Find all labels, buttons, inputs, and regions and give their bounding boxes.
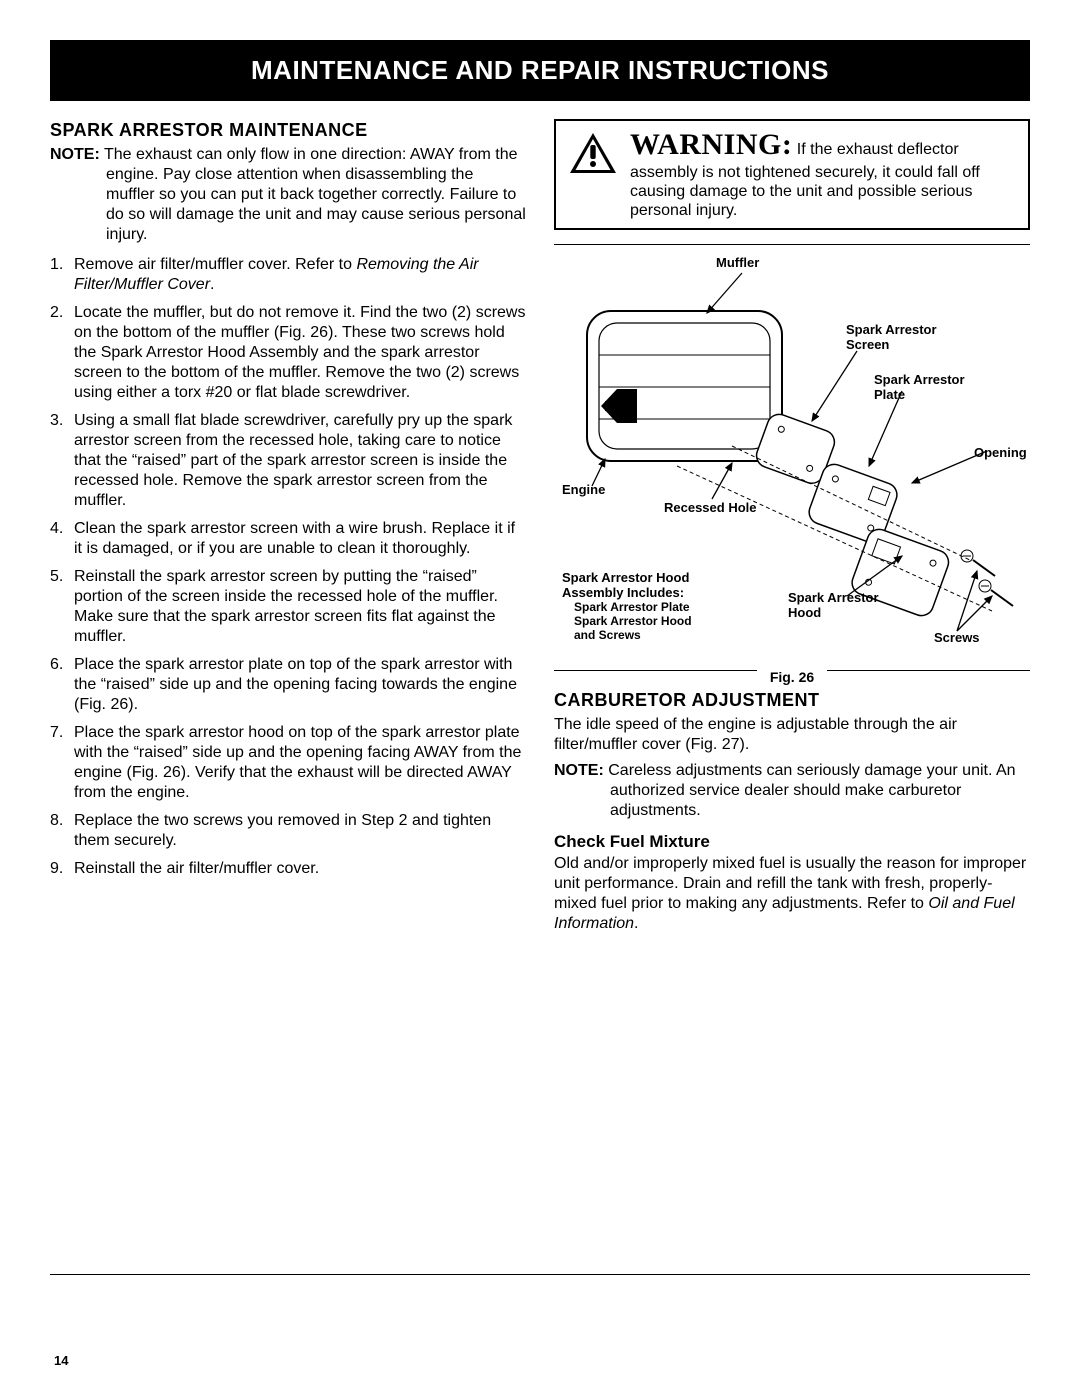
note-label: NOTE: [554,762,604,779]
step-text: Place the spark arrestor plate on top of… [74,656,517,713]
step-item: Place the spark arrestor plate on top of… [50,655,526,715]
carb-note-block: NOTE: Careless adjustments can seriously… [554,761,1030,821]
label-recessed: Recessed Hole [664,501,757,516]
check-fuel-heading: Check Fuel Mixture [554,831,1030,852]
step-item: Place the spark arrestor hood on top of … [50,723,526,803]
figure-26: Muffler Spark Arrestor Screen Spark Arre… [554,244,1030,671]
step-item: Remove air filter/muffler cover. Refer t… [50,255,526,295]
title-bar: MAINTENANCE AND REPAIR INSTRUCTIONS [50,40,1030,101]
warning-word: WARNING: [630,128,792,161]
steps-list: Remove air filter/muffler cover. Refer t… [50,255,526,879]
page-number: 14 [54,1353,68,1369]
spark-arrestor-heading: SPARK ARRESTOR MAINTENANCE [50,119,526,142]
step-item: Replace the two screws you removed in St… [50,811,526,851]
warning-triangle-icon [566,127,620,221]
check-fuel-text: Old and/or improperly mixed fuel is usua… [554,854,1030,934]
step-item: Reinstall the air filter/muffler cover. [50,859,526,879]
exploded-diagram: Muffler Spark Arrestor Screen Spark Arre… [556,251,1028,661]
warning-box: WARNING: If the exhaust deflector assemb… [554,119,1030,231]
label-spark-hood: Spark Arrestor Hood [788,591,879,621]
step-text: Locate the muffler, but do not remove it… [74,304,525,401]
label-opening: Opening [974,446,1027,461]
step-text: Remove air filter/muffler cover. Refer t… [74,256,356,273]
right-column: WARNING: If the exhaust deflector assemb… [554,119,1030,935]
note-label: NOTE: [50,146,100,163]
step-text: Using a small flat blade screwdriver, ca… [74,412,512,509]
step-item: Clean the spark arrestor screen with a w… [50,519,526,559]
step-text: Reinstall the spark arrestor screen by p… [74,568,498,645]
step-text: Reinstall the air filter/muffler cover. [74,860,319,877]
label-spark-screen: Spark Arrestor Screen [846,323,937,353]
note-block: NOTE: The exhaust can only flow in one d… [50,145,526,245]
step-item: Reinstall the spark arrestor screen by p… [50,567,526,647]
label-muffler: Muffler [716,256,759,271]
step-post: . [210,276,214,293]
figure-caption: Fig. 26 [757,669,827,687]
carburetor-heading: CARBURETOR ADJUSTMENT [554,689,1030,712]
label-engine: Engine [562,483,605,498]
label-assembly-sub: Spark Arrestor Plate Spark Arrestor Hood… [574,601,692,642]
step-text: Clean the spark arrestor screen with a w… [74,520,515,557]
label-screws: Screws [934,631,980,646]
check-post: . [634,915,638,932]
carb-intro: The idle speed of the engine is adjustab… [554,715,1030,755]
footer-rule [50,1274,1030,1275]
step-item: Locate the muffler, but do not remove it… [50,303,526,403]
label-assembly-head: Spark Arrestor Hood Assembly Includes: [562,571,689,601]
note-text: Careless adjustments can seriously damag… [608,762,1015,819]
step-text: Place the spark arrestor hood on top of … [74,724,521,801]
step-text: Replace the two screws you removed in St… [74,812,491,849]
step-item: Using a small flat blade screwdriver, ca… [50,411,526,511]
left-column: SPARK ARRESTOR MAINTENANCE NOTE: The exh… [50,119,526,935]
label-spark-plate: Spark Arrestor Plate [874,373,965,403]
warning-text-block: WARNING: If the exhaust deflector assemb… [630,127,1018,221]
two-column-layout: SPARK ARRESTOR MAINTENANCE NOTE: The exh… [50,119,1030,935]
note-text: The exhaust can only flow in one directi… [104,146,526,243]
